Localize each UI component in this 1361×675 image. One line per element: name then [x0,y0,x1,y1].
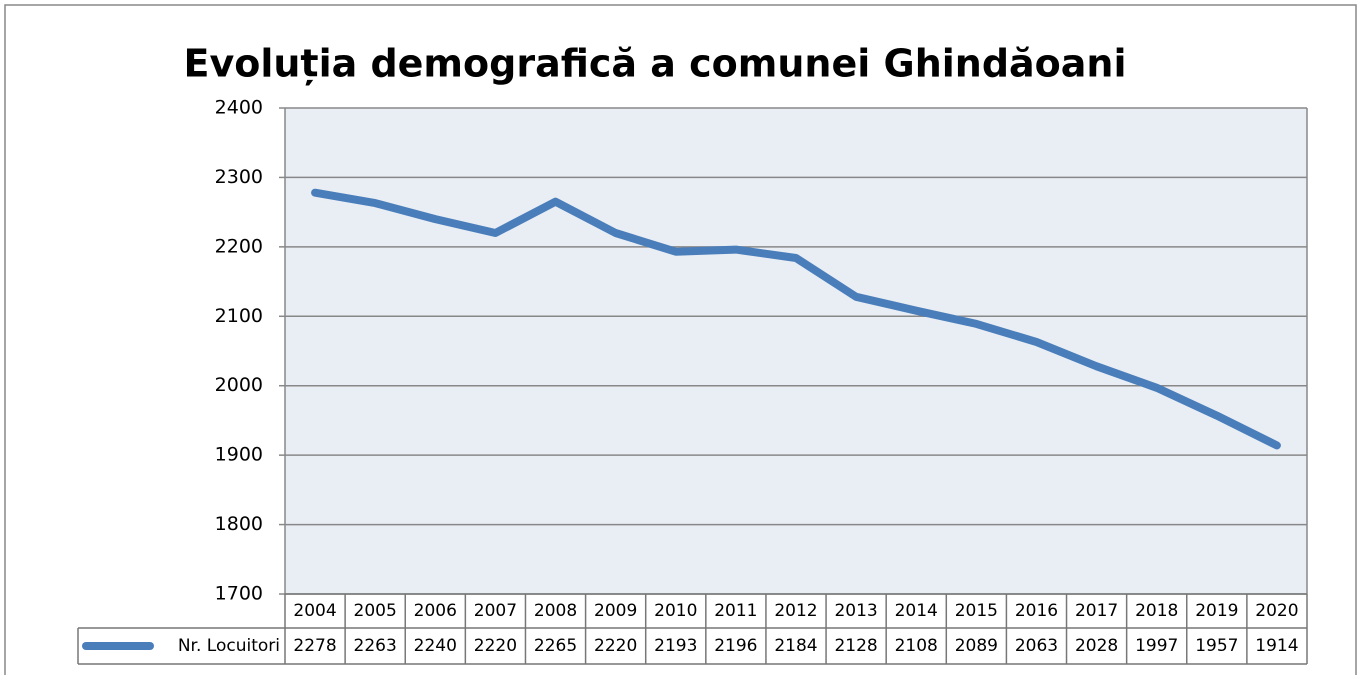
table-value: 1957 [1195,636,1238,656]
y-tick-label: 2000 [215,374,263,396]
y-tick-label: 2100 [215,305,263,327]
y-tick-label: 2200 [215,235,263,257]
x-tick-label: 2006 [414,601,457,621]
table-value: 2028 [1075,636,1118,656]
y-tick-label: 2300 [215,166,263,188]
table-value: 2263 [354,636,397,656]
x-tick-label: 2009 [594,601,637,621]
legend-label: Nr. Locuitori [178,636,280,656]
x-tick-label: 2013 [834,601,877,621]
table-value: 2278 [293,636,336,656]
table-value: 2196 [714,636,757,656]
x-tick-label: 2020 [1255,601,1298,621]
y-tick-label: 2400 [215,97,263,119]
x-tick-label: 2015 [955,601,998,621]
table-value: 2220 [474,636,517,656]
x-tick-label: 2018 [1135,601,1178,621]
table-value: 2063 [1015,636,1058,656]
x-tick-label: 2019 [1195,601,1238,621]
chart-title: Evoluția demografică a comunei Ghindăoan… [183,42,1126,86]
x-tick-label: 2004 [293,601,336,621]
table-value: 2089 [955,636,998,656]
x-tick-label: 2010 [654,601,697,621]
line-series [311,188,1281,450]
table-value: 2265 [534,636,577,656]
table-value: 2184 [774,636,817,656]
table-value: 1997 [1135,636,1178,656]
table-value: 1914 [1255,636,1298,656]
x-tick-label: 2017 [1075,601,1118,621]
x-tick-label: 2011 [714,601,757,621]
y-tick-label: 1800 [215,513,263,535]
x-tick-label: 2012 [774,601,817,621]
x-tick-label: 2008 [534,601,577,621]
x-tick-label: 2007 [474,601,517,621]
table-value: 2220 [594,636,637,656]
table-value: 2193 [654,636,697,656]
table-value: 2128 [834,636,877,656]
x-tick-label: 2016 [1015,601,1058,621]
x-tick-label: 2014 [895,601,938,621]
table-value: 2108 [895,636,938,656]
y-tick-label: 1900 [215,444,263,466]
plot-area [285,108,1307,594]
table-value: 2240 [414,636,457,656]
y-tick-label: 1700 [215,583,263,605]
x-tick-label: 2005 [354,601,397,621]
